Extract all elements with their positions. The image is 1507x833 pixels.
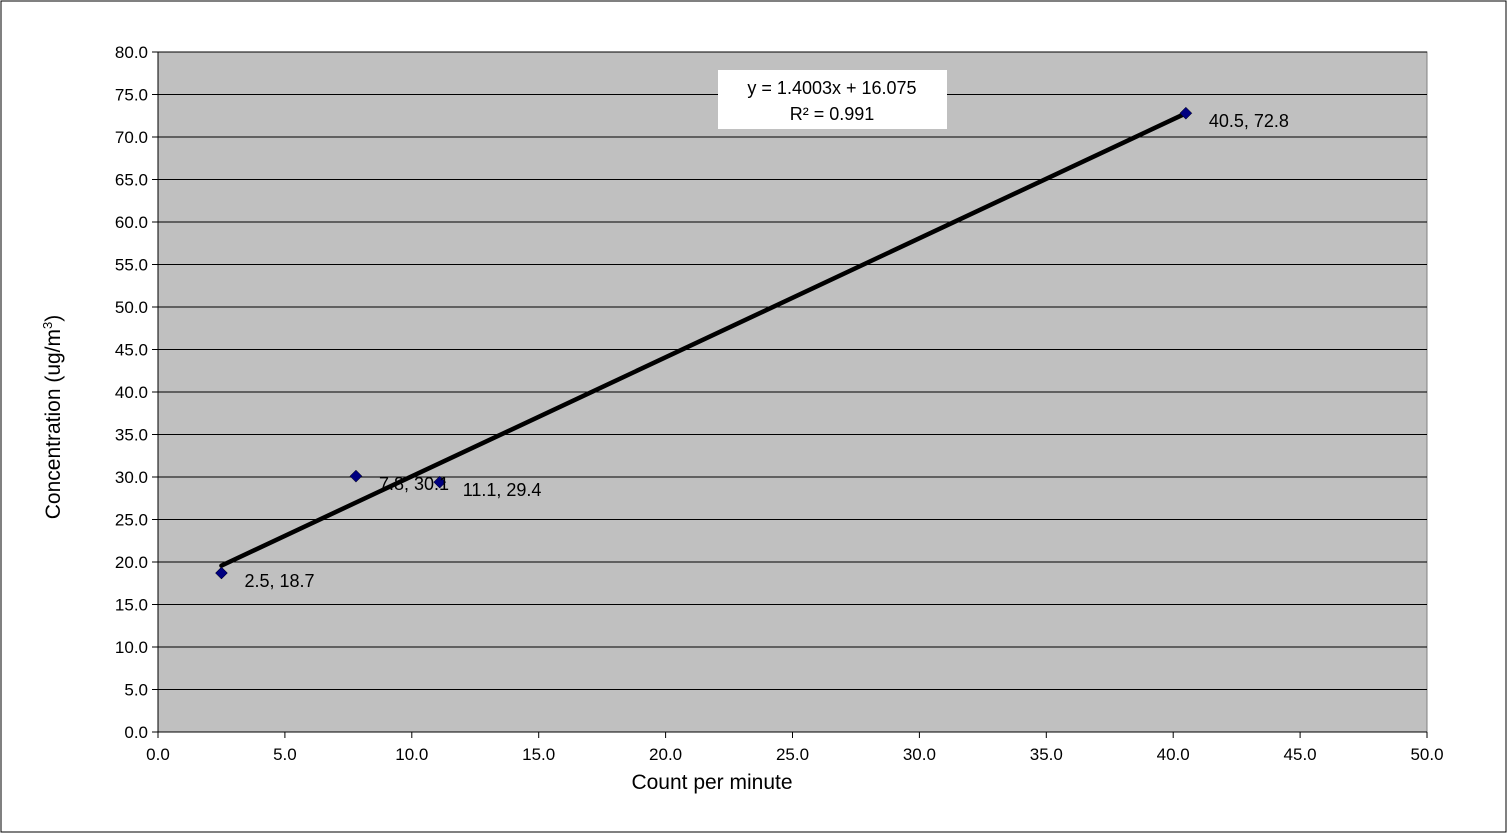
data-label: 11.1, 29.4 xyxy=(463,480,542,500)
y-tick-label: 10.0 xyxy=(115,638,148,657)
x-axis-title: Count per minute xyxy=(631,771,792,794)
trendline-group xyxy=(219,111,1189,568)
y-tick-label: 0.0 xyxy=(124,723,148,742)
x-tick-label: 20.0 xyxy=(649,745,682,764)
trendline-r-squared: R² = 0.991 xyxy=(790,104,875,124)
y-tick-label: 30.0 xyxy=(115,468,148,487)
y-tick-label: 65.0 xyxy=(115,171,148,190)
y-axis-title: Concentration (ug/m3) xyxy=(40,315,65,520)
x-tick-label: 45.0 xyxy=(1284,745,1317,764)
gridlines xyxy=(158,51,1427,733)
y-tick-label: 20.0 xyxy=(115,553,148,572)
data-label: 40.5, 72.8 xyxy=(1209,111,1289,131)
y-tick-label: 25.0 xyxy=(115,511,148,530)
data-label: 7.8, 30.1 xyxy=(379,474,449,494)
equation-box-bg xyxy=(718,70,947,129)
y-tick-label: 45.0 xyxy=(115,341,148,360)
y-axis-title-main: Concentration (ug/m xyxy=(42,329,65,519)
data-label: 2.5, 18.7 xyxy=(244,571,314,591)
x-axis-ticks: 0.0 5.0 10.0 15.0 20.0 25.0 30.0 35.0 40.0 45.0 50… xyxy=(146,52,1444,764)
trendline-equation: y = 1.4003x + 16.075 xyxy=(747,78,916,98)
data-points xyxy=(215,106,1193,580)
data-labels: 2.5, 18.7 7.8, 30.1 11.1, 29.4 40.5, 72.8 xyxy=(244,111,1289,591)
data-point xyxy=(433,475,447,489)
x-tick-label: 5.0 xyxy=(273,745,297,764)
x-tick-label: 50.0 xyxy=(1410,745,1443,764)
y-tick-label: 75.0 xyxy=(115,86,148,105)
y-tick-label: 40.0 xyxy=(115,383,148,402)
data-point xyxy=(349,469,363,483)
x-tick-label: 10.0 xyxy=(395,745,428,764)
x-tick-label: 30.0 xyxy=(903,745,936,764)
x-tick-label: 15.0 xyxy=(522,745,555,764)
y-tick-label: 5.0 xyxy=(124,681,148,700)
x-tick-label: 40.0 xyxy=(1157,745,1190,764)
x-tick-label: 25.0 xyxy=(776,745,809,764)
y-tick-label: 35.0 xyxy=(115,426,148,445)
y-tick-label: 60.0 xyxy=(115,213,148,232)
y-axis-title-close: ) xyxy=(42,315,65,322)
y-tick-label: 70.0 xyxy=(115,128,148,147)
data-point xyxy=(215,566,228,580)
y-tick-label: 55.0 xyxy=(115,256,148,275)
data-point xyxy=(1179,106,1193,120)
y-tick-label: 80.0 xyxy=(115,43,148,62)
y-axis-title-superscript: 3 xyxy=(40,322,55,329)
trendline xyxy=(219,111,1189,568)
x-tick-label: 0.0 xyxy=(146,745,170,764)
y-axis-ticks: 0.0 5.0 10.0 15.0 20.0 25.0 30.0 35.0 40.0 45.0 50… xyxy=(115,43,158,742)
y-tick-label: 50.0 xyxy=(115,298,148,317)
trendline-equation-box: y = 1.4003x + 16.075 R² = 0.991 xyxy=(718,70,947,129)
y-tick-label: 15.0 xyxy=(115,596,148,615)
x-tick-label: 35.0 xyxy=(1030,745,1063,764)
